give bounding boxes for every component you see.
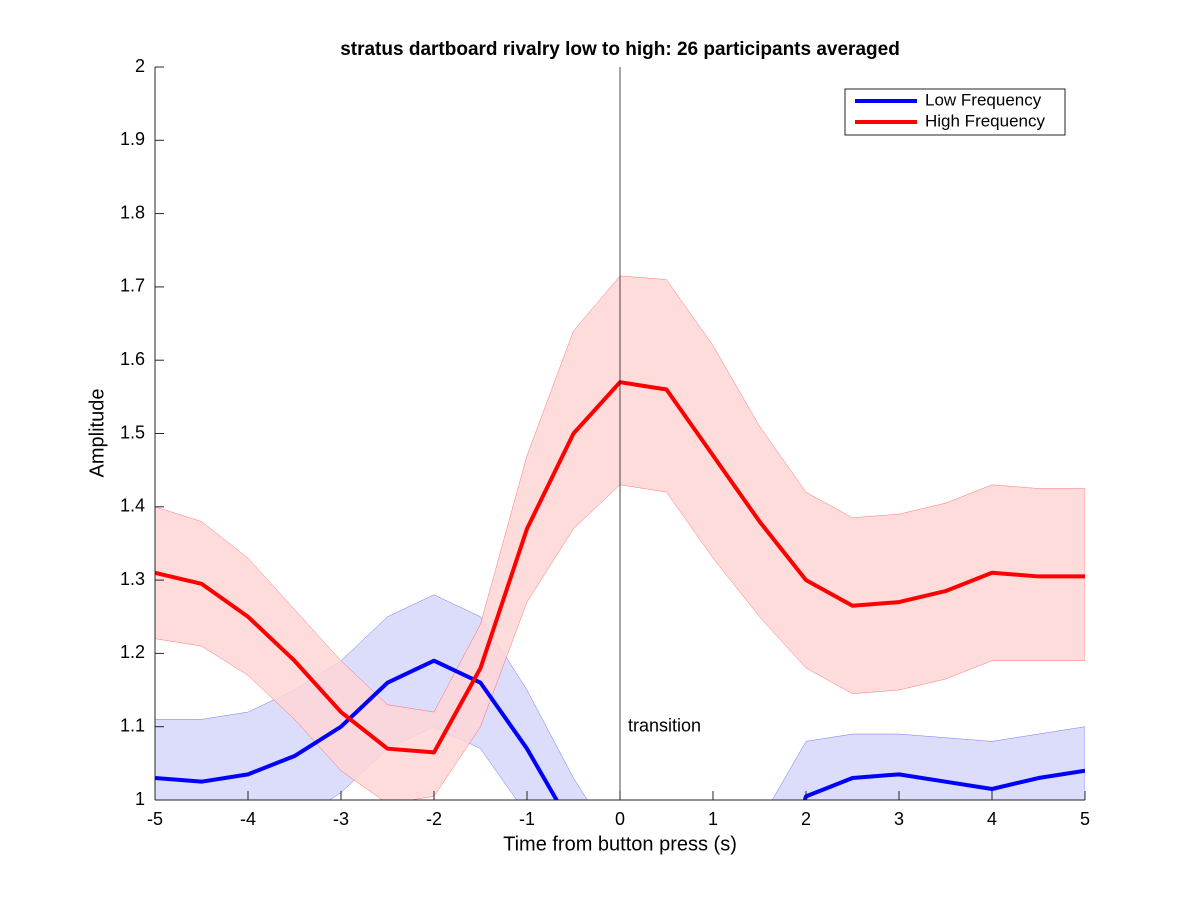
- x-tick-label: 4: [987, 809, 997, 829]
- x-tick-label: 3: [894, 809, 904, 829]
- legend-label: Low Frequency: [925, 90, 1042, 109]
- y-tick-label: 1.5: [120, 422, 145, 442]
- x-tick-label: -5: [147, 809, 163, 829]
- annotation-text: transition: [628, 715, 701, 735]
- chart-title: stratus dartboard rivalry low to high: 2…: [340, 39, 900, 60]
- x-tick-label: 0: [615, 809, 625, 829]
- y-tick-label: 1.3: [120, 569, 145, 589]
- y-tick-label: 1.1: [120, 715, 145, 735]
- y-tick-label: 1.7: [120, 276, 145, 296]
- y-tick-label: 1.9: [120, 129, 145, 149]
- y-tick-label: 1.8: [120, 202, 145, 222]
- x-axis-label: Time from button press (s): [503, 833, 737, 855]
- x-tick-label: -1: [519, 809, 535, 829]
- y-tick-label: 2: [135, 56, 145, 76]
- y-axis-label: Amplitude: [86, 389, 108, 478]
- legend-label: High Frequency: [925, 111, 1046, 130]
- x-tick-label: -2: [426, 809, 442, 829]
- x-tick-label: -4: [240, 809, 256, 829]
- x-tick-label: -3: [333, 809, 349, 829]
- series-line: [155, 658, 1085, 800]
- x-tick-label: 1: [708, 809, 718, 829]
- y-tick-label: 1.6: [120, 349, 145, 369]
- x-tick-label: 5: [1080, 809, 1090, 829]
- y-tick-label: 1: [135, 789, 145, 809]
- legend-box: [844, 88, 1066, 136]
- x-tick-label: 2: [801, 809, 811, 829]
- y-tick-label: 1.4: [120, 496, 145, 516]
- y-tick-label: 1.2: [120, 642, 145, 662]
